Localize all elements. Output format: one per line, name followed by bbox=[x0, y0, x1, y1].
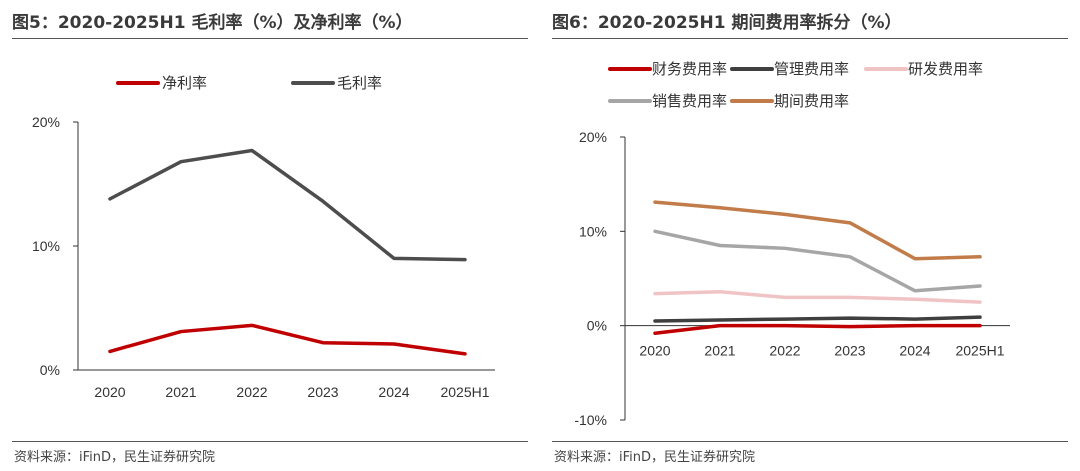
chart-title: 图5：2020-2025H1 毛利率（%）及净利率（%） bbox=[12, 13, 413, 33]
series-line-0 bbox=[108, 323, 467, 356]
legend-label: 期间费用率 bbox=[774, 93, 849, 110]
x-tick-label: 2023 bbox=[834, 343, 865, 359]
x-tick-label: 2023 bbox=[307, 384, 338, 400]
chart-title: 图6：2020-2025H1 期间费用率拆分（%） bbox=[552, 13, 902, 33]
title-divider bbox=[12, 38, 528, 39]
legend-label: 销售费用率 bbox=[652, 93, 727, 110]
x-tick-label: 2020 bbox=[639, 343, 670, 359]
x-tick-label: 2022 bbox=[769, 343, 800, 359]
y-tick-label: 0% bbox=[40, 362, 60, 378]
title-divider bbox=[552, 38, 1068, 39]
series-line-3 bbox=[653, 229, 982, 293]
footer-divider bbox=[552, 441, 1068, 442]
legend-label: 研发费用率 bbox=[908, 61, 983, 78]
footer-divider bbox=[12, 441, 528, 442]
line-chart-expense-ratios: -10% 0% 10% 20% 2020 2021 2022 2023 2024 2025H1 财务… bbox=[574, 61, 1010, 428]
y-tick-label: -10% bbox=[574, 412, 607, 428]
y-tick-label: 10% bbox=[579, 223, 607, 239]
series-line-1 bbox=[653, 315, 982, 323]
x-tick-label: 2020 bbox=[94, 384, 125, 400]
legend-label: 管理费用率 bbox=[774, 61, 849, 78]
legend-label: 财务费用率 bbox=[652, 61, 727, 78]
y-tick-label: 20% bbox=[579, 129, 607, 145]
legend-label: 毛利率 bbox=[337, 75, 382, 92]
x-tick-label: 2022 bbox=[236, 384, 267, 400]
chart-panel-gross-net-margin: 图5：2020-2025H1 毛利率（%）及净利率（%） 0% 10% 20% 202… bbox=[12, 13, 528, 465]
chart-panel-expense-ratios: 图6：2020-2025H1 期间费用率拆分（%） -10% 0% 10% 20% 20… bbox=[540, 0, 1080, 471]
y-tick-label: 20% bbox=[32, 114, 60, 130]
y-tick-label: 10% bbox=[32, 238, 60, 254]
series-line-2 bbox=[653, 289, 982, 304]
x-tick-label: 2024 bbox=[378, 384, 409, 400]
legend-label: 净利率 bbox=[162, 75, 207, 92]
x-tick-label: 2025H1 bbox=[955, 343, 1004, 359]
legend: 净利率 毛利率 bbox=[116, 75, 382, 92]
source-note: 资料来源：iFinD，民生证券研究院 bbox=[14, 450, 216, 465]
series-line-1 bbox=[108, 148, 467, 262]
y-tick-label: 0% bbox=[587, 318, 607, 334]
series-line-4 bbox=[653, 200, 982, 261]
x-tick-label: 2021 bbox=[704, 343, 735, 359]
source-note: 资料来源：iFinD，民生证券研究院 bbox=[554, 450, 756, 465]
x-tick-label: 2021 bbox=[165, 384, 196, 400]
series-line-0 bbox=[653, 323, 982, 335]
x-tick-label: 2025H1 bbox=[440, 384, 489, 400]
line-chart-margins: 0% 10% 20% 2020 2021 2022 2023 2024 2025H1 净利率 毛利率 bbox=[32, 75, 495, 400]
x-tick-label: 2024 bbox=[899, 343, 930, 359]
